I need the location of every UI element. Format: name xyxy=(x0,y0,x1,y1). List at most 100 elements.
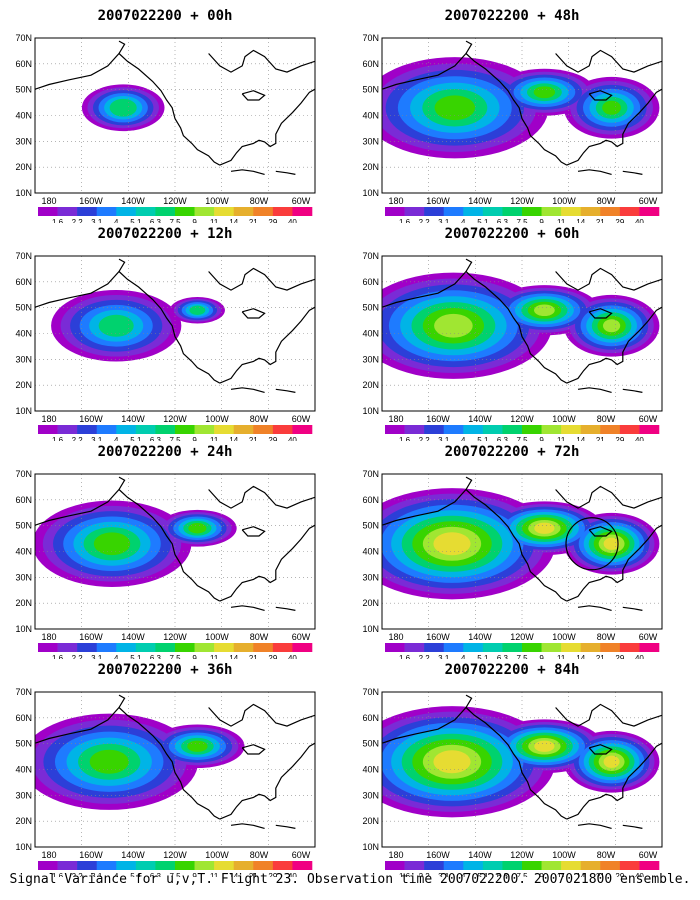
colorbar-label: 5.1 xyxy=(130,654,142,659)
colorbar-swatch xyxy=(175,861,195,870)
panel-title: 2007022200 + 12h xyxy=(97,226,233,242)
colorbar-label: 7.5 xyxy=(169,218,181,223)
colorbar-swatch xyxy=(233,861,254,870)
colorbar-label: 3.1 xyxy=(91,436,103,441)
lat-tick-label: 40N xyxy=(15,547,32,557)
colorbar-label: 2.2 xyxy=(419,872,431,877)
variance-field xyxy=(35,713,245,810)
colorbar-swatch xyxy=(541,861,562,870)
colorbar-label: 14 xyxy=(229,218,238,223)
colorbar-label: 21 xyxy=(249,654,258,659)
colorbar-label: 11 xyxy=(557,872,566,877)
colorbar-swatch xyxy=(272,425,293,434)
colorbar-label: 9 xyxy=(539,218,544,223)
colorbar-swatch xyxy=(502,643,523,652)
lat-tick-label: 10N xyxy=(362,188,379,198)
lat-tick-label: 50N xyxy=(362,739,379,749)
colorbar-label: 7.5 xyxy=(169,436,181,441)
colorbar-swatch xyxy=(292,207,313,216)
colorbar-swatch xyxy=(482,643,503,652)
lat-tick-label: 40N xyxy=(362,547,379,557)
colorbar-label: 11 xyxy=(210,872,219,877)
colorbar-label: 6.3 xyxy=(150,872,162,877)
coastline xyxy=(35,40,315,175)
colorbar-swatch xyxy=(38,861,58,870)
colorbar-swatch xyxy=(57,643,78,652)
lon-tick-label: 140W xyxy=(468,196,492,206)
colorbar-label: 6.3 xyxy=(497,654,509,659)
colorbar-swatch xyxy=(522,207,542,216)
colorbar-label: 3.1 xyxy=(438,436,450,441)
colorbar-swatch xyxy=(385,425,405,434)
lat-tick-label: 60N xyxy=(362,713,379,723)
colorbar-swatch xyxy=(404,207,425,216)
colorbar-label: 40 xyxy=(635,218,644,223)
colorbar-swatch xyxy=(77,207,98,216)
lat-tick-label: 10N xyxy=(15,188,32,198)
lat-tick-label: 40N xyxy=(362,765,379,775)
lon-tick-label: 160W xyxy=(79,414,103,424)
colorbar-swatch xyxy=(482,207,503,216)
colorbar-swatch xyxy=(194,861,215,870)
highlight-circle xyxy=(565,517,619,571)
colorbar-swatch xyxy=(522,425,542,434)
lon-tick-label: 120W xyxy=(510,850,534,860)
colorbar-label: 4 xyxy=(114,436,119,441)
panel-title: 2007022200 + 84h xyxy=(444,662,580,678)
colorbar-swatch xyxy=(600,861,621,870)
colorbar-swatch xyxy=(600,207,621,216)
colorbar-swatch xyxy=(272,861,293,870)
lat-tick-label: 70N xyxy=(362,33,379,43)
lon-tick-label: 60W xyxy=(639,196,658,206)
lat-tick-label: 20N xyxy=(362,598,379,608)
map-panel-p72: 2007022200 + 72h 70N 60N 50N 40N 30N 20N 10N 180… xyxy=(357,444,667,659)
colorbar-swatch xyxy=(116,425,137,434)
colorbar-swatch xyxy=(135,207,156,216)
lat-tick-label: 70N xyxy=(15,687,32,697)
colorbar-label: 21 xyxy=(249,872,258,877)
colorbar-label: 7.5 xyxy=(169,872,181,877)
lat-tick-label: 50N xyxy=(362,85,379,95)
colorbar-label: 5.1 xyxy=(130,218,142,223)
colorbar-swatch xyxy=(404,861,425,870)
colorbar-label: 2.2 xyxy=(72,872,84,877)
colorbar-swatch xyxy=(57,207,78,216)
colorbar-label: 21 xyxy=(596,218,605,223)
colorbar-swatch xyxy=(561,207,582,216)
colorbar-label: 2.2 xyxy=(72,654,84,659)
colorbar-label: 21 xyxy=(596,436,605,441)
map-panel-p60: 2007022200 + 60h 70N 60N 50N 40N 30N 20N 10N 180… xyxy=(357,226,667,441)
colorbar-swatch xyxy=(443,861,464,870)
colorbar-label: 9 xyxy=(192,436,197,441)
coastline xyxy=(35,258,315,393)
colorbar-swatch xyxy=(424,207,445,216)
lon-tick-label: 180 xyxy=(41,850,56,860)
colorbar-swatch xyxy=(385,861,405,870)
colorbar-label: 4 xyxy=(461,218,466,223)
lat-tick-label: 20N xyxy=(362,816,379,826)
lon-tick-label: 140W xyxy=(468,850,492,860)
lon-tick-label: 100W xyxy=(205,196,229,206)
colorbar-swatch xyxy=(619,425,640,434)
lat-tick-label: 50N xyxy=(15,303,32,313)
lat-tick-label: 10N xyxy=(362,842,379,852)
colorbar-label: 5.1 xyxy=(130,872,142,877)
lon-tick-label: 100W xyxy=(205,414,229,424)
lat-tick-label: 30N xyxy=(15,136,32,146)
colorbar-label: 5.1 xyxy=(130,436,142,441)
colorbar-label: 6.3 xyxy=(497,436,509,441)
colorbar-swatch xyxy=(443,425,464,434)
colorbar-label: 40 xyxy=(288,872,297,877)
colorbar-label: 3.1 xyxy=(438,218,450,223)
variance-map: 70N 60N 50N 40N 30N 20N 10N 180 160W 140W 120W 100W… xyxy=(362,251,663,441)
lon-tick-label: 60W xyxy=(292,414,311,424)
colorbar-label: 29 xyxy=(615,218,624,223)
lon-tick-label: 100W xyxy=(552,850,576,860)
colorbar-swatch xyxy=(541,643,562,652)
lon-tick-label: 100W xyxy=(205,850,229,860)
colorbar-swatch xyxy=(96,643,117,652)
colorbar-swatch xyxy=(502,861,523,870)
lon-tick-label: 180 xyxy=(388,850,403,860)
colorbar-label: 4 xyxy=(114,872,119,877)
lon-tick-label: 160W xyxy=(79,196,103,206)
